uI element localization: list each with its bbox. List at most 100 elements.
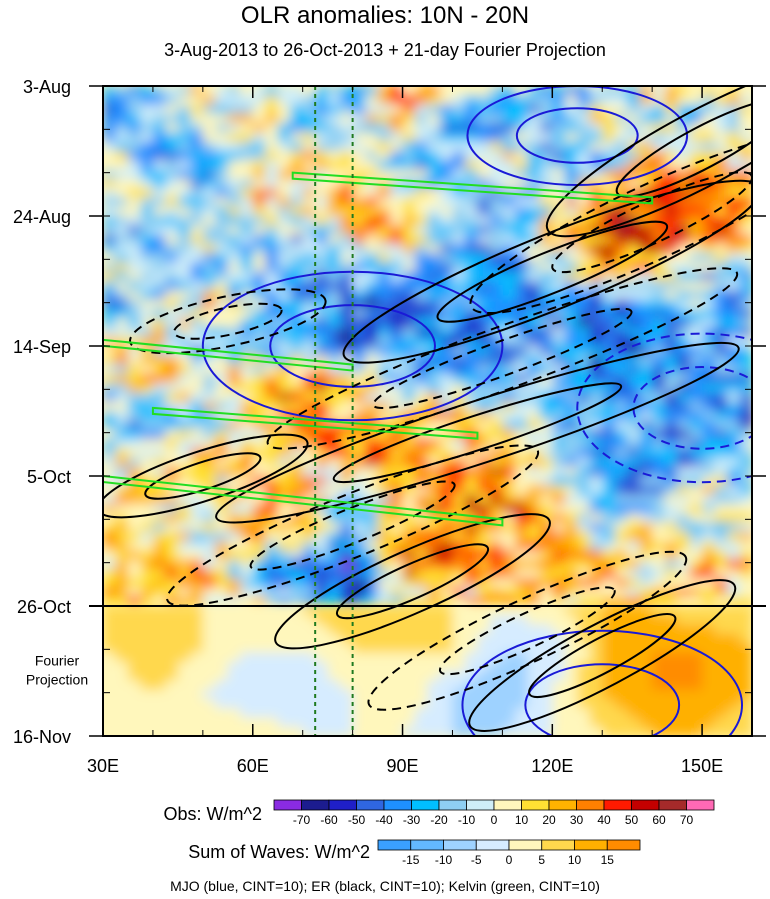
obs-cell (265, 401, 279, 412)
obs-cell (240, 513, 254, 524)
obs-cell (215, 160, 229, 171)
obs-cell (277, 86, 291, 96)
obs-cell (689, 132, 703, 143)
obs-cell (377, 448, 391, 459)
obs-cell (152, 225, 167, 236)
obs-cell (177, 355, 191, 366)
obs-cell (602, 373, 616, 384)
obs-cell (352, 104, 366, 115)
obs-cell (215, 485, 229, 496)
obs-cell (539, 86, 553, 96)
obs-cell (502, 411, 516, 421)
obs-cell (452, 271, 466, 282)
obs-cell (714, 216, 728, 226)
obs-colorbar-swatch (576, 799, 605, 811)
obs-cell (215, 531, 229, 542)
obs-cell (327, 262, 341, 273)
obs-cell (265, 123, 279, 134)
obs-cell (152, 271, 167, 282)
obs-cell (689, 151, 703, 161)
obs-cell (240, 531, 254, 542)
obs-cell (340, 448, 354, 459)
obs-cell (502, 373, 516, 384)
obs-cell (152, 262, 167, 273)
obs-cell (714, 178, 728, 189)
obs-cell (227, 197, 241, 208)
obs-cell (489, 364, 503, 375)
obs-cell (539, 197, 553, 208)
obs-cell (140, 578, 154, 589)
obs-cell (514, 531, 528, 542)
obs-cell (502, 253, 516, 264)
projection-cell (377, 680, 391, 691)
obs-cell (502, 197, 516, 208)
obs-cell (365, 457, 379, 468)
projection-cell (252, 652, 266, 663)
projection-cell (552, 633, 566, 644)
obs-cell (115, 522, 129, 533)
projection-cell (702, 633, 716, 644)
projection-cell (290, 726, 304, 736)
projection-cell (714, 624, 728, 635)
projection-cell (614, 643, 628, 654)
projection-cell (452, 661, 466, 672)
obs-cell (552, 476, 566, 486)
obs-cell (415, 392, 429, 403)
obs-cell (664, 420, 678, 431)
obs-cell (564, 327, 578, 338)
obs-cell (315, 392, 329, 403)
obs-cell (402, 141, 416, 152)
obs-cell (290, 132, 304, 143)
obs-cell (739, 113, 752, 124)
obs-cell (115, 503, 129, 514)
obs-cell (439, 141, 454, 152)
obs-cell (240, 206, 254, 217)
obs-cell (664, 151, 678, 161)
obs-cell (165, 104, 179, 115)
obs-cell (639, 457, 653, 468)
obs-cell (377, 429, 391, 440)
projection-cell (190, 708, 204, 719)
obs-cell (714, 290, 728, 301)
projection-cell (327, 606, 341, 616)
obs-cell (302, 485, 316, 496)
obs-cell (402, 132, 416, 143)
obs-cell (252, 141, 266, 152)
projection-cell (265, 680, 279, 691)
obs-cell (365, 141, 379, 152)
projection-cell (290, 671, 304, 681)
projection-cell (489, 680, 503, 691)
projection-cell (302, 624, 316, 635)
obs-cell (115, 299, 129, 310)
obs-cell (177, 308, 191, 319)
obs-cell (702, 253, 716, 264)
obs-cell (315, 197, 329, 208)
obs-cell (727, 197, 741, 208)
obs-cell (614, 197, 628, 208)
obs-cell (377, 522, 391, 533)
obs-cell (315, 541, 329, 551)
obs-cell (564, 346, 578, 356)
obs-colorbar-tick-label: 60 (652, 813, 666, 827)
obs-cell (377, 132, 391, 143)
obs-cell (315, 373, 329, 384)
obs-cell (714, 346, 728, 356)
obs-cell (702, 271, 716, 282)
obs-cell (652, 364, 666, 375)
obs-cell (427, 188, 441, 199)
obs-cell (502, 392, 516, 403)
obs-cell (489, 318, 503, 329)
obs-cell (103, 169, 117, 180)
obs-cell (464, 420, 479, 431)
projection-cell (602, 671, 616, 681)
obs-colorbar-tick-label: 20 (542, 813, 556, 827)
obs-colorbar-swatch (493, 799, 522, 811)
obs-cell (115, 411, 129, 421)
obs-cell (190, 522, 204, 533)
projection-cell (614, 624, 628, 635)
obs-cell (602, 457, 616, 468)
obs-cell (677, 169, 691, 180)
projection-cell (527, 698, 541, 709)
obs-cell (664, 178, 678, 189)
obs-cell (602, 169, 616, 180)
